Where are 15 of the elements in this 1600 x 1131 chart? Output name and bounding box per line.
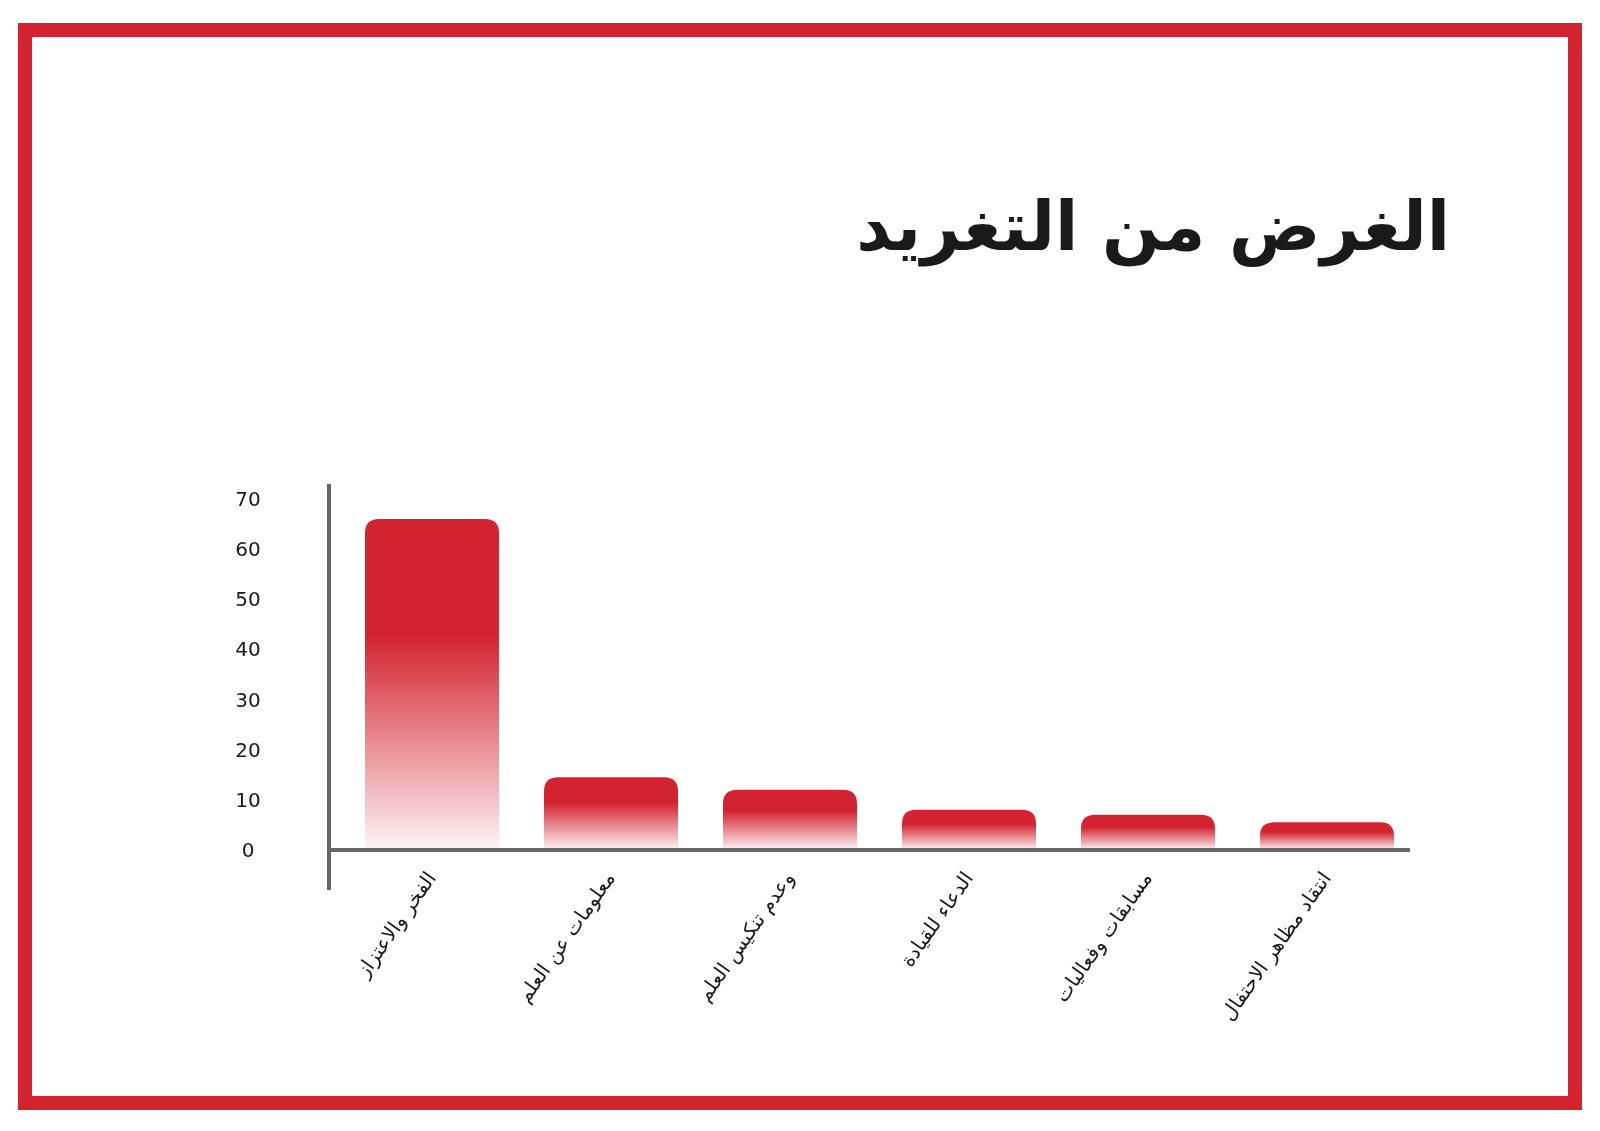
- x-tick-label: معلومات عن العلم: [512, 867, 621, 1007]
- y-tick-label: 20: [235, 737, 261, 762]
- y-tick-label: 60: [235, 537, 261, 562]
- y-tick-label: 0: [241, 837, 255, 862]
- y-tick-label: 70: [235, 487, 261, 512]
- x-tick-label: وعدم تنكيس العلم: [691, 867, 800, 1006]
- x-tick-label: الفخر والاعتزاز: [350, 867, 442, 983]
- x-tick-label: مسابقات وفعاليات: [1049, 867, 1158, 1007]
- chart-title: الغرض من التغريد: [856, 187, 1450, 267]
- y-tick-label: 50: [235, 587, 261, 612]
- x-tick-label: الدعاء للقيادة: [895, 867, 979, 972]
- y-tick-label: 40: [235, 637, 261, 662]
- x-tick-label: انتقاد مظاهر الاحتفال: [1215, 867, 1337, 1025]
- y-tick-label: 30: [235, 687, 261, 712]
- y-tick-label: 10: [235, 787, 261, 812]
